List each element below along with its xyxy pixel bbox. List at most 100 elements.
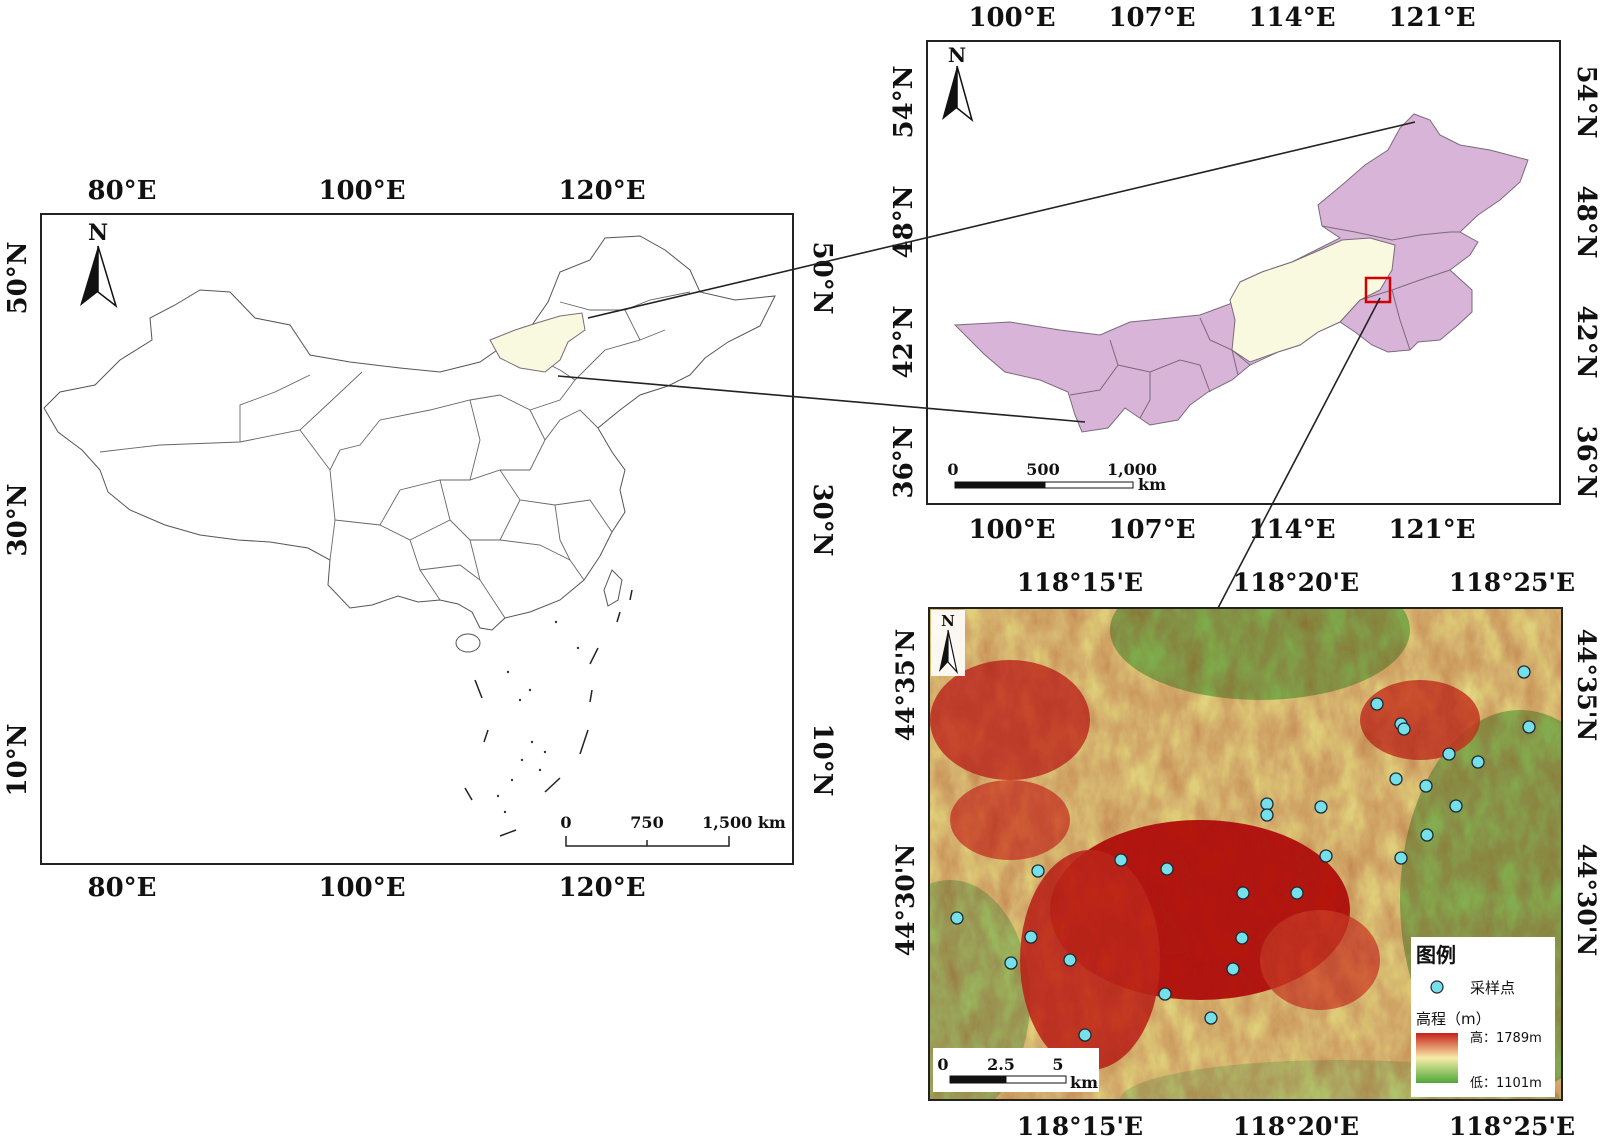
tick-label: 30°N (3, 484, 33, 557)
tick-label: 121°E (1388, 515, 1475, 545)
tick-label: 30°N (807, 484, 837, 557)
tick-label: 50°N (807, 242, 837, 315)
scale-label: 0 (560, 813, 571, 832)
hainan-island (455, 633, 481, 653)
sample-point-marker (1204, 1011, 1218, 1025)
league-boundaries (1069, 225, 1460, 419)
tick-label: 10°N (807, 724, 837, 797)
region-map-top-ticks: 100°E 107°E 114°E 121°E (968, 3, 1475, 33)
legend-high-label: 高：1789m (1470, 1030, 1542, 1046)
tick-label: 50°N (3, 242, 33, 315)
sample-point-marker (1063, 953, 1077, 967)
china-map-left-ticks: 50°N 30°N 10°N (3, 242, 33, 797)
tick-label: 36°N (1571, 426, 1600, 499)
legend-elev-title: 高程（m） (1416, 1010, 1491, 1028)
connector-dem (1217, 297, 1381, 609)
china-province-lines (99, 291, 691, 619)
sample-point-marker (1442, 747, 1456, 761)
connector-upper (587, 121, 1416, 319)
region-scale-bar: 0 500 1,000 km (947, 460, 1166, 494)
north-label: N (948, 43, 966, 67)
china-map-right-ticks: 50°N 30°N 10°N (807, 242, 837, 797)
dem-map-bottom-ticks: 118°15'E 118°20'E 118°25'E (1017, 1112, 1575, 1141)
sample-point-icon (1430, 980, 1444, 994)
region-map-frame (926, 40, 1561, 505)
scale-label: 1,000 (1107, 460, 1157, 479)
china-outline (43, 235, 776, 631)
dem-legend: 图例 采样点 高程（m） 高：1789m 低：1101m (1411, 937, 1555, 1097)
tick-label: 44°30'N (1572, 844, 1600, 957)
tick-label: 120°E (558, 873, 645, 903)
tick-label: 100°E (968, 3, 1055, 33)
sample-point-marker (1290, 886, 1304, 900)
china-map-bottom-ticks: 80°E 100°E 120°E (88, 873, 646, 903)
china-north-arrow: N (80, 220, 118, 309)
sample-point-marker (1004, 956, 1018, 970)
tick-label: 54°N (889, 66, 919, 139)
tick-label: 114°E (1248, 515, 1335, 545)
scale-label: 5 (1052, 1055, 1063, 1074)
sample-point-marker (1024, 930, 1038, 944)
sample-point-marker (1114, 853, 1128, 867)
dem-map-top-ticks: 118°15'E 118°20'E 118°25'E (1017, 568, 1575, 597)
dem-north-arrow: N (931, 610, 965, 676)
north-arrow-icon-half (947, 629, 959, 675)
sample-point-marker (1260, 797, 1274, 811)
scale-label: 0 (937, 1055, 948, 1074)
dem-map-frame (928, 607, 1563, 1101)
region-map-left-ticks: 54°N 48°N 42°N 36°N (889, 66, 919, 499)
tick-label: 48°N (889, 186, 919, 259)
region-map-right-ticks: 54°N 48°N 42°N 36°N (1571, 66, 1600, 499)
tick-label: 42°N (1571, 306, 1600, 379)
elevation-color-ramp (1416, 1033, 1458, 1083)
tick-label: 44°35'N (891, 629, 920, 742)
tick-label: 107°E (1108, 3, 1195, 33)
connector-lines (557, 121, 1416, 609)
sample-point-marker (1394, 851, 1408, 865)
tick-label: 120°E (558, 176, 645, 206)
sample-point-marker (1419, 779, 1433, 793)
tick-label: 80°E (88, 873, 157, 903)
tick-label: 114°E (1248, 3, 1335, 33)
south-sea-islands (496, 620, 580, 814)
china-study-province (489, 312, 586, 373)
tick-label: 10°N (3, 724, 33, 797)
tick-label: 100°E (318, 873, 405, 903)
scale-unit: km (1138, 475, 1166, 494)
sample-point-marker (1158, 987, 1172, 1001)
tick-label: 48°N (1571, 186, 1600, 259)
scale-label: 1,500 km (702, 813, 786, 832)
tick-label: 54°N (1571, 66, 1600, 139)
north-label: N (941, 612, 955, 630)
north-label: N (88, 220, 108, 246)
sample-point-marker (1517, 665, 1531, 679)
north-arrow-icon (942, 66, 957, 120)
tick-label: 100°E (318, 176, 405, 206)
sample-point-marker (1235, 931, 1249, 945)
tick-label: 118°15'E (1017, 568, 1143, 597)
tick-label: 100°E (968, 515, 1055, 545)
china-scale-bar: 0 750 1,500 km (560, 813, 786, 847)
tick-label: 44°30'N (891, 844, 920, 957)
region-map-panel: 100°E 107°E 114°E 121°E 100°E 107°E 114°… (889, 3, 1600, 545)
north-arrow-icon (80, 246, 98, 306)
scale-label: 500 (1026, 460, 1059, 479)
north-arrow-icon (939, 630, 948, 672)
sample-point-marker (1397, 722, 1411, 736)
scale-label: 0 (947, 460, 958, 479)
dem-map-left-ticks: 44°35'N 44°30'N (891, 629, 920, 957)
sample-point-marker (950, 911, 964, 925)
legend-title: 图例 (1416, 943, 1456, 967)
sample-point-marker (1314, 800, 1328, 814)
legend-low-label: 低：1101m (1470, 1076, 1542, 1091)
sample-point-marker (1319, 849, 1333, 863)
tick-label: 118°25'E (1449, 568, 1575, 597)
region-map-bottom-ticks: 100°E 107°E 114°E 121°E (968, 515, 1475, 545)
north-arrow-icon-half (97, 245, 118, 309)
sample-point-marker (1522, 720, 1536, 734)
tick-label: 44°35'N (1572, 629, 1600, 742)
region-north-arrow: N (942, 43, 974, 123)
tick-label: 121°E (1388, 3, 1475, 33)
tick-label: 36°N (889, 426, 919, 499)
